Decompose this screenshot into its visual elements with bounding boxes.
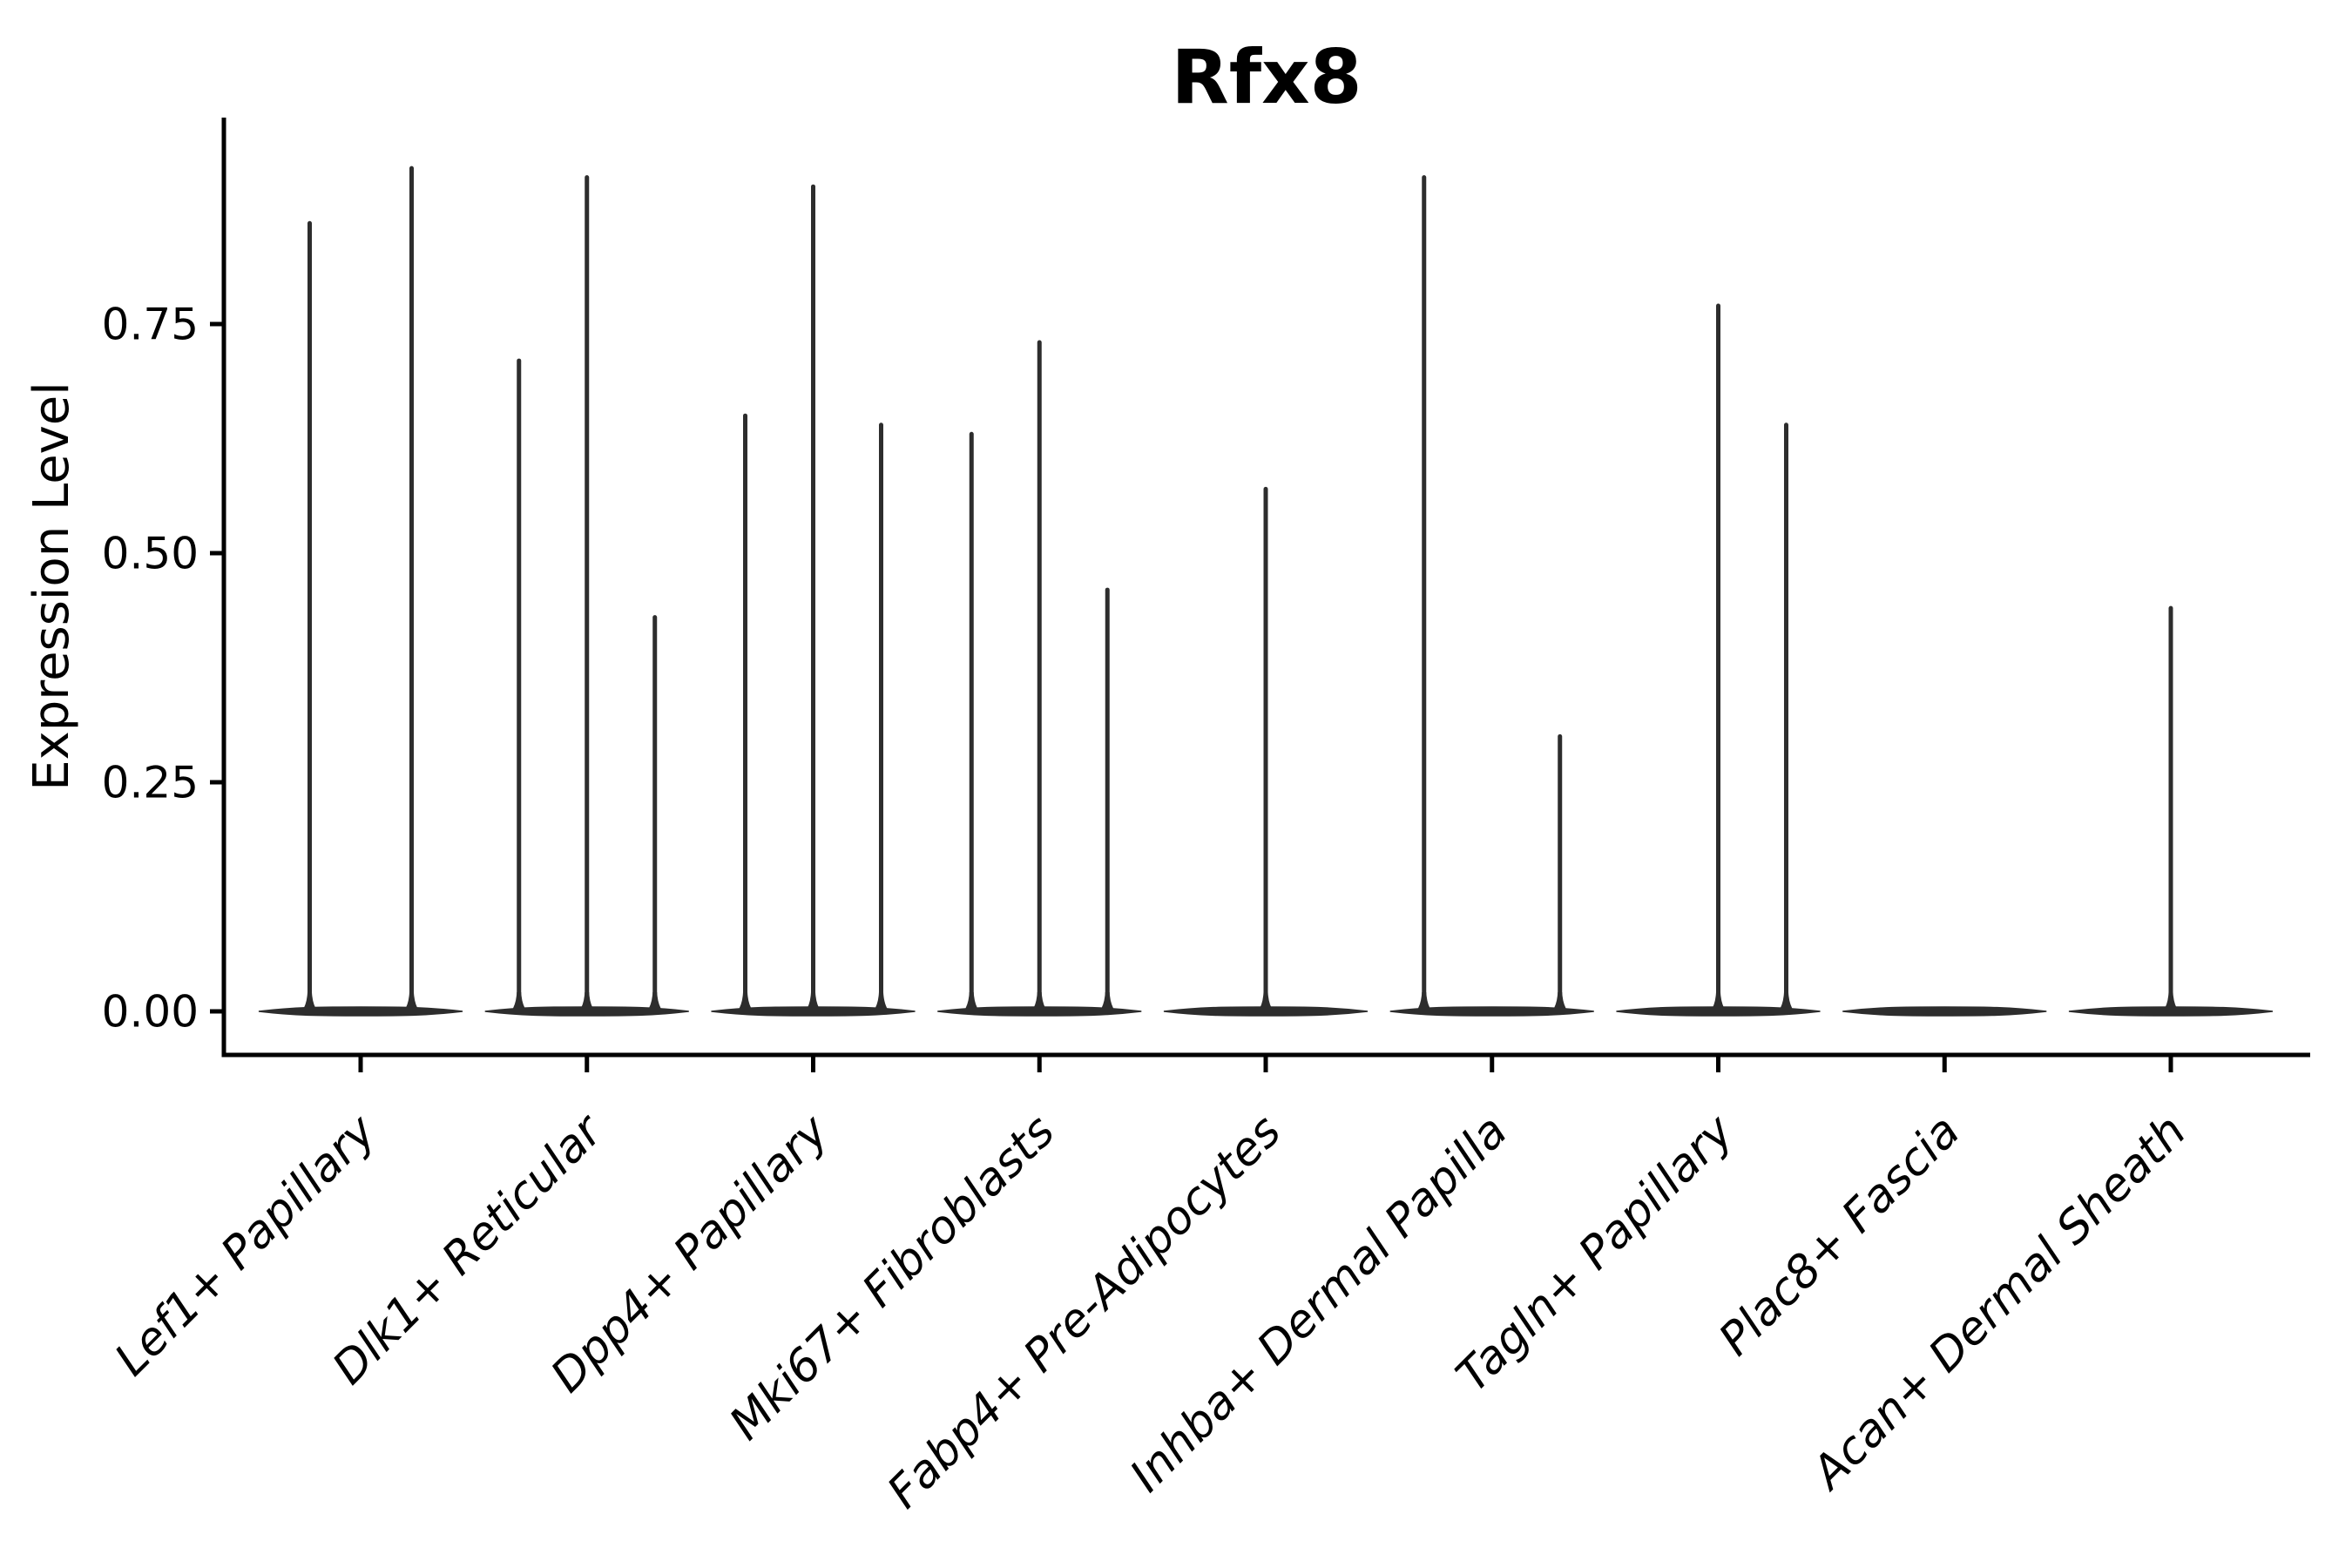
violin-group xyxy=(1842,1006,2047,1017)
violin-spike-base xyxy=(1710,992,1727,1011)
violin-group xyxy=(1616,303,1821,1017)
violin-spike-base xyxy=(737,992,754,1011)
violin-spike-base xyxy=(1778,992,1794,1011)
violin-group xyxy=(1389,175,1594,1017)
violin-group xyxy=(711,184,916,1017)
violin-group xyxy=(2068,605,2274,1017)
violin-spike-base xyxy=(1031,992,1048,1011)
y-tick-label: 0.50 xyxy=(102,529,199,579)
violin-spike-base xyxy=(2163,992,2179,1011)
violin-spike-base xyxy=(301,992,318,1011)
violin-spike-base xyxy=(963,992,980,1011)
violin-baseline xyxy=(1842,1006,2047,1017)
y-tick-label: 0.75 xyxy=(102,300,199,350)
violin-baseline xyxy=(1389,1006,1594,1017)
violin-baseline xyxy=(258,1006,463,1017)
violin-group xyxy=(1163,486,1369,1017)
y-tick-label: 0.00 xyxy=(102,987,199,1037)
violin-group xyxy=(484,175,689,1017)
violin-spike-base xyxy=(1099,992,1116,1011)
violins xyxy=(258,166,2274,1017)
violin-group xyxy=(258,166,463,1017)
violin-spike-base xyxy=(403,992,420,1011)
violin-spike-base xyxy=(805,992,821,1011)
violin-spike-base xyxy=(1258,992,1274,1011)
y-axis-ticks: 0.00 0.25 0.50 0.75 xyxy=(102,300,224,1037)
violin-spike-base xyxy=(1551,992,1568,1011)
violin-spike-base xyxy=(510,992,527,1011)
x-tick-label: Plac8+ Fascia xyxy=(1709,1105,1970,1366)
violin-spike-base xyxy=(873,992,889,1011)
y-axis-label: Expression Level xyxy=(24,382,80,791)
x-tick-label: Inhba+ Dermal Papilla xyxy=(1120,1105,1517,1503)
violin-spike-base xyxy=(578,992,595,1011)
violin-spike-base xyxy=(1416,992,1432,1011)
x-tick-label: Acan+ Dermal Sheath xyxy=(1801,1105,2196,1501)
chart-title: Rfx8 xyxy=(1172,34,1362,121)
violin-spike-base xyxy=(646,992,663,1011)
x-tick-label: Fabp4+ Pre-Adipocytes xyxy=(878,1105,1292,1519)
violin-group xyxy=(937,340,1142,1017)
y-tick-label: 0.25 xyxy=(102,758,199,808)
